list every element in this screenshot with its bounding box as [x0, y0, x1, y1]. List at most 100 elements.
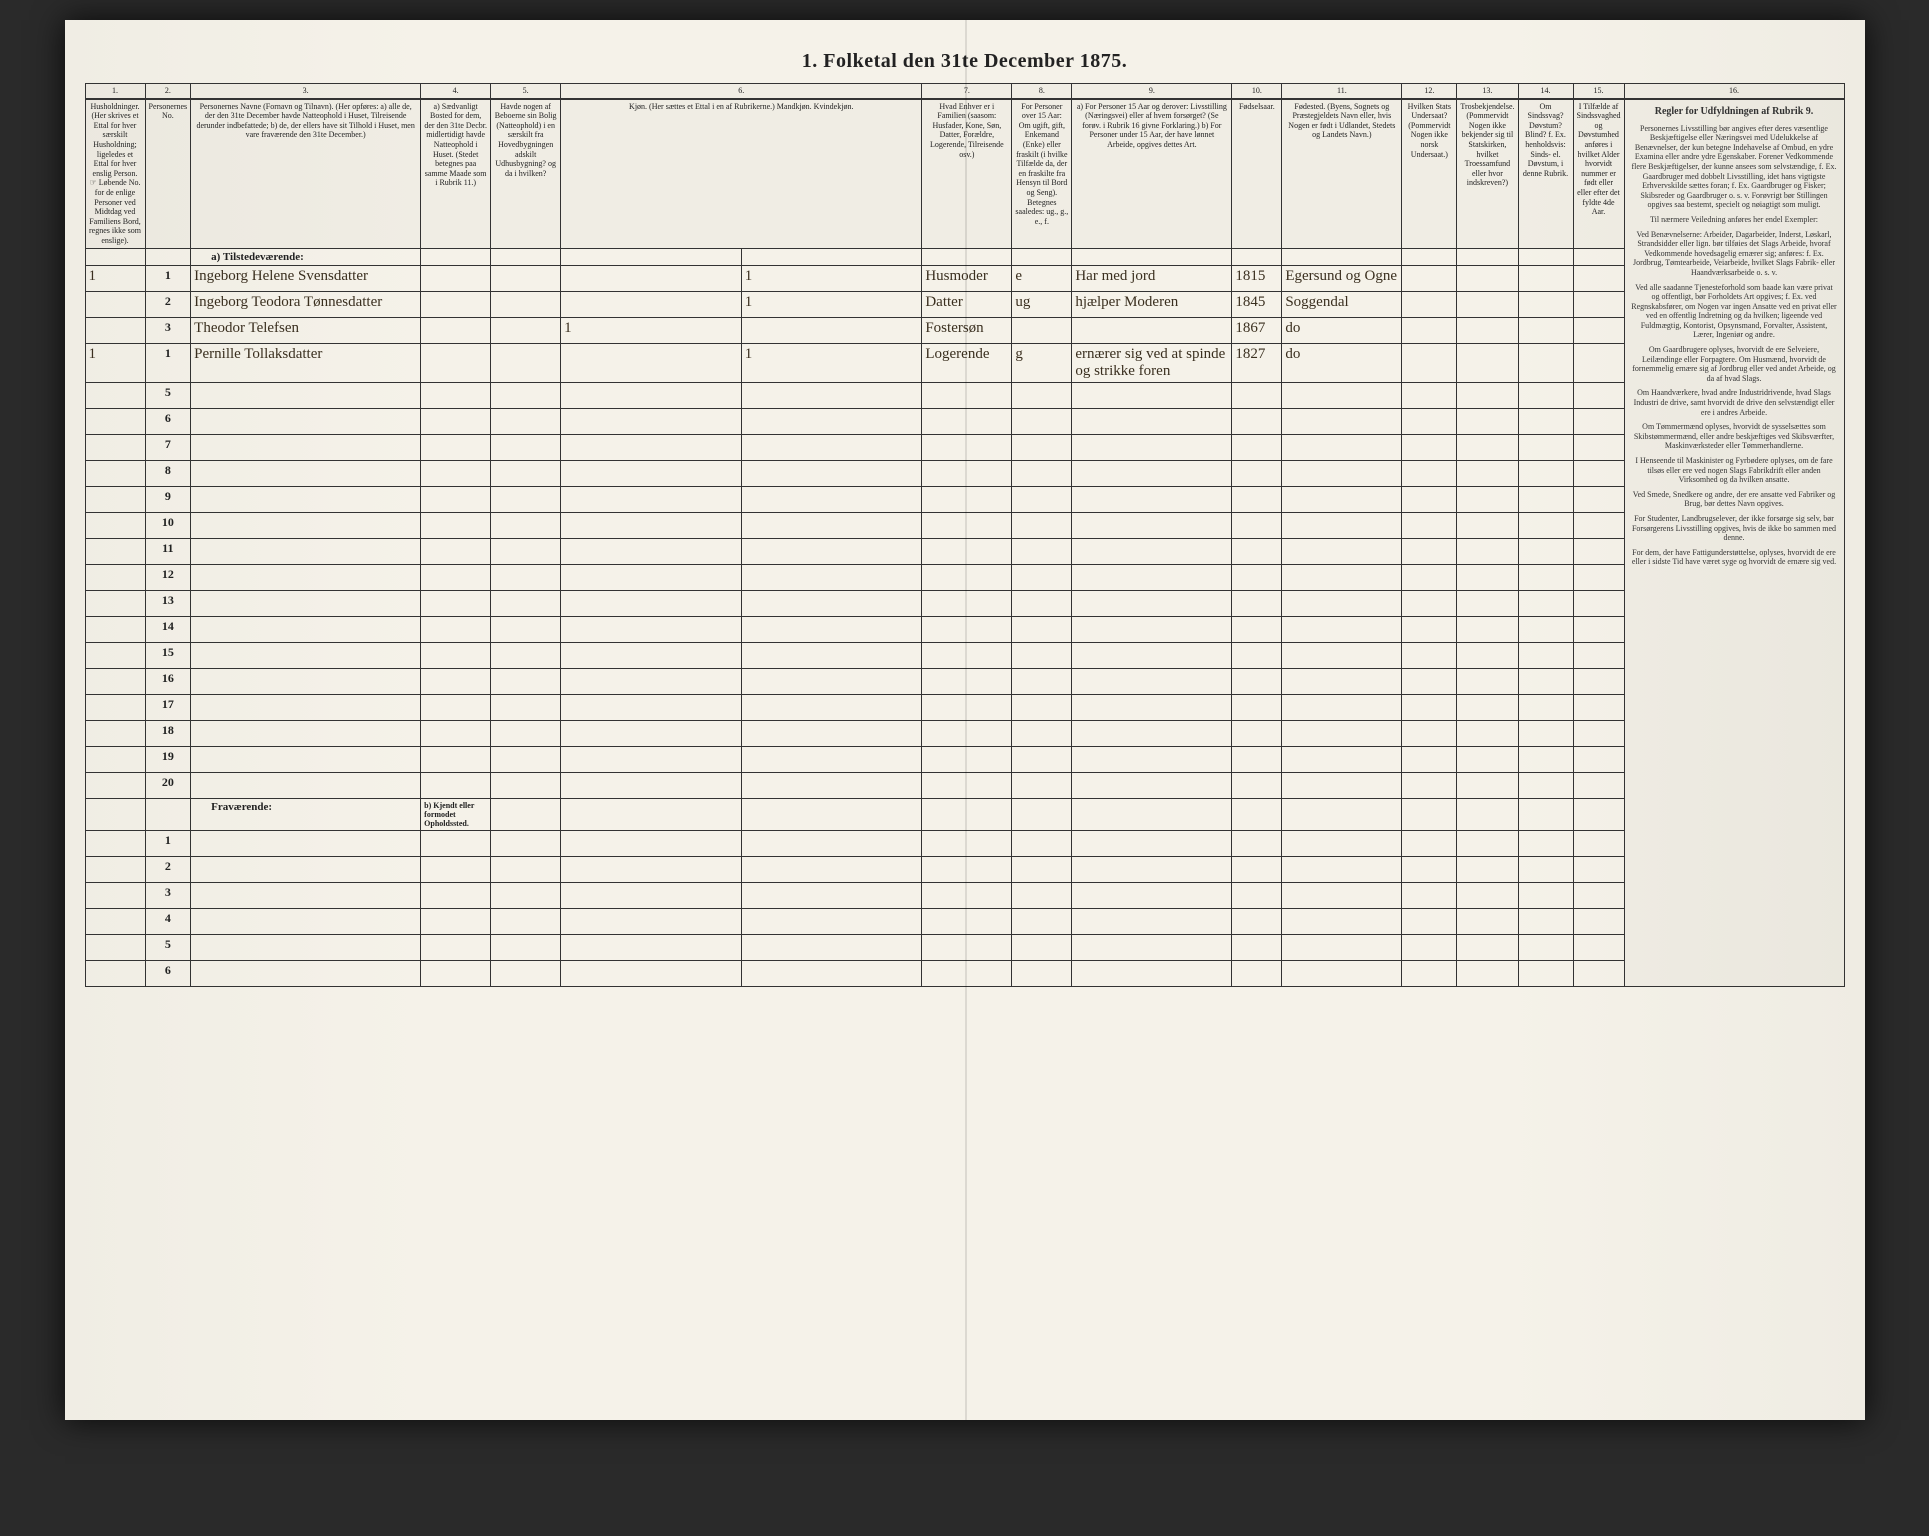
table-row: 2 Ingeborg Teodora Tønnesdatter 1 Datter…: [85, 291, 1844, 317]
table-row: 2: [85, 856, 1844, 882]
section-b-label: Fraværende:: [191, 798, 421, 830]
cell-hh: 1: [85, 265, 145, 291]
table-row: 17: [85, 694, 1844, 720]
cell-hh: [85, 317, 145, 343]
instr-p2: Til nærmere Veiledning anføres her endel…: [1631, 215, 1838, 225]
table-row: 1: [85, 830, 1844, 856]
instr-p3: Ved Benævnelserne: Arbeider, Dagarbeider…: [1631, 230, 1838, 278]
table-row: 6: [85, 408, 1844, 434]
instr-p4: Ved alle saadanne Tjenesteforhold som ba…: [1631, 283, 1838, 341]
head-1: Husholdninger. (Her skrives et Ettal for…: [85, 99, 145, 248]
colnum-9: 9.: [1072, 84, 1232, 99]
column-header-row: Husholdninger. (Her skrives et Ettal for…: [85, 99, 1844, 248]
head-13: Trosbekjendelse. (Pommervidt Nogen ikke …: [1457, 99, 1518, 248]
colnum-14: 14.: [1518, 84, 1573, 99]
table-row: 1 1 Pernille Tollaksdatter 1 Logerende g…: [85, 343, 1844, 382]
cell-sex: 1: [741, 343, 922, 382]
instr-p7: Om Tømmermænd oplyses, hvorvidt de sysse…: [1631, 422, 1838, 451]
colnum-7: 7.: [922, 84, 1012, 99]
table-row: 10: [85, 512, 1844, 538]
table-row: 5: [85, 382, 1844, 408]
cell-name: Ingeborg Teodora Tønnesdatter: [191, 291, 421, 317]
cell-name: Pernille Tollaksdatter: [191, 343, 421, 382]
instr-p11: For dem, der have Fattigunderstøttelse, …: [1631, 548, 1838, 567]
colnum-10: 10.: [1232, 84, 1282, 99]
table-row: 4: [85, 908, 1844, 934]
cell-year: 1815: [1232, 265, 1282, 291]
table-row: 12: [85, 564, 1844, 590]
colnum-15: 15.: [1573, 84, 1624, 99]
cell-marital: [1012, 317, 1072, 343]
colnum-8: 8.: [1012, 84, 1072, 99]
table-row: 1 1 Ingeborg Helene Svensdatter 1 Husmod…: [85, 265, 1844, 291]
head-6: Kjøn. (Her sættes et Ettal i en af Rubri…: [561, 99, 922, 248]
section-b-row: Fraværende: b) Kjendt eller formodet Oph…: [85, 798, 1844, 830]
cell-no: 3: [145, 317, 191, 343]
column-number-row: 1. 2. 3. 4. 5. 6. 7. 8. 9. 10. 11. 12. 1…: [85, 84, 1844, 99]
cell-occupation: Har med jord: [1072, 265, 1232, 291]
cell-hh: 1: [85, 343, 145, 382]
head-2: Personernes No.: [145, 99, 191, 248]
colnum-12: 12.: [1402, 84, 1457, 99]
section-a-row: a) Tilstedeværende:: [85, 248, 1844, 265]
colnum-1: 1.: [85, 84, 145, 99]
cell-year: 1867: [1232, 317, 1282, 343]
cell-year: 1827: [1232, 343, 1282, 382]
head-3: Personernes Navne (Fornavn og Tilnavn). …: [191, 99, 421, 248]
instr-p10: For Studenter, Landbrugselever, der ikke…: [1631, 514, 1838, 543]
instr-p9: Ved Smede, Snedkere og andre, der ere an…: [1631, 490, 1838, 509]
cell-sex: 1: [741, 265, 922, 291]
section-b-col4: b) Kjendt eller formodet Opholdssted.: [421, 798, 491, 830]
head-8: For Personer over 15 Aar: Om ugift, gift…: [1012, 99, 1072, 248]
table-row: 5: [85, 934, 1844, 960]
head-12: Hvilken Stats Undersaat? (Pommervidt Nog…: [1402, 99, 1457, 248]
cell-birthplace: Egersund og Ogne: [1282, 265, 1402, 291]
head-4: a) Sædvanligt Bosted for dem, der den 31…: [421, 99, 491, 248]
colnum-3: 3.: [191, 84, 421, 99]
colnum-16: 16.: [1624, 84, 1844, 99]
table-row: 20: [85, 772, 1844, 798]
cell-no: 1: [145, 265, 191, 291]
census-table: 1. 2. 3. 4. 5. 6. 7. 8. 9. 10. 11. 12. 1…: [85, 83, 1845, 987]
head-9: a) For Personer 15 Aar og derover: Livss…: [1072, 99, 1232, 248]
colnum-13: 13.: [1457, 84, 1518, 99]
table-row: 11: [85, 538, 1844, 564]
cell-sex: 1: [741, 291, 922, 317]
table-row: 9: [85, 486, 1844, 512]
table-row: 6: [85, 960, 1844, 986]
table-row: 7: [85, 434, 1844, 460]
cell-year: 1845: [1232, 291, 1282, 317]
table-row: 16: [85, 668, 1844, 694]
cell-birthplace: do: [1282, 317, 1402, 343]
head-11: Fødested. (Byens, Sognets og Præstegjeld…: [1282, 99, 1402, 248]
table-row: 14: [85, 616, 1844, 642]
colnum-2: 2.: [145, 84, 191, 99]
table-row: 8: [85, 460, 1844, 486]
instructions-panel: Regler for Udfyldningen af Rubrik 9. Per…: [1624, 99, 1844, 986]
table-row: 15: [85, 642, 1844, 668]
instr-p8: I Henseende til Maskinister og Fyrbødere…: [1631, 456, 1838, 485]
table-row: 19: [85, 746, 1844, 772]
cell-marital: ug: [1012, 291, 1072, 317]
cell-no: 2: [145, 291, 191, 317]
instr-p1: Personernes Livsstilling bør angives eft…: [1631, 124, 1838, 210]
page-title: 1. Folketal den 31te December 1875.: [85, 50, 1845, 73]
cell-birthplace: do: [1282, 343, 1402, 382]
cell-marital: g: [1012, 343, 1072, 382]
head-14: Om Sindssvag? Døvstum? Blind? f. Ex. hen…: [1518, 99, 1573, 248]
instr-p5: Om Gaardbrugere oplyses, hvorvidt de ere…: [1631, 345, 1838, 383]
cell-occupation: hjælper Moderen: [1072, 291, 1232, 317]
instr-p6: Om Haandværkere, hvad andre Industridriv…: [1631, 388, 1838, 417]
table-row: 3: [85, 882, 1844, 908]
colnum-4: 4.: [421, 84, 491, 99]
cell-occupation: [1072, 317, 1232, 343]
cell-family: Datter: [922, 291, 1012, 317]
instructions-heading: Regler for Udfyldningen af Rubrik 9.: [1631, 106, 1838, 118]
head-7: Hvad Enhver er i Familien (saasom: Husfa…: [922, 99, 1012, 248]
cell-sex: 1: [561, 317, 742, 343]
colnum-11: 11.: [1282, 84, 1402, 99]
head-5: Havde nogen af Beboerne sin Bolig (Natte…: [491, 99, 561, 248]
census-page: 1. Folketal den 31te December 1875. 1. 2…: [65, 20, 1865, 1420]
cell-hh: [85, 291, 145, 317]
cell-birthplace: Soggendal: [1282, 291, 1402, 317]
